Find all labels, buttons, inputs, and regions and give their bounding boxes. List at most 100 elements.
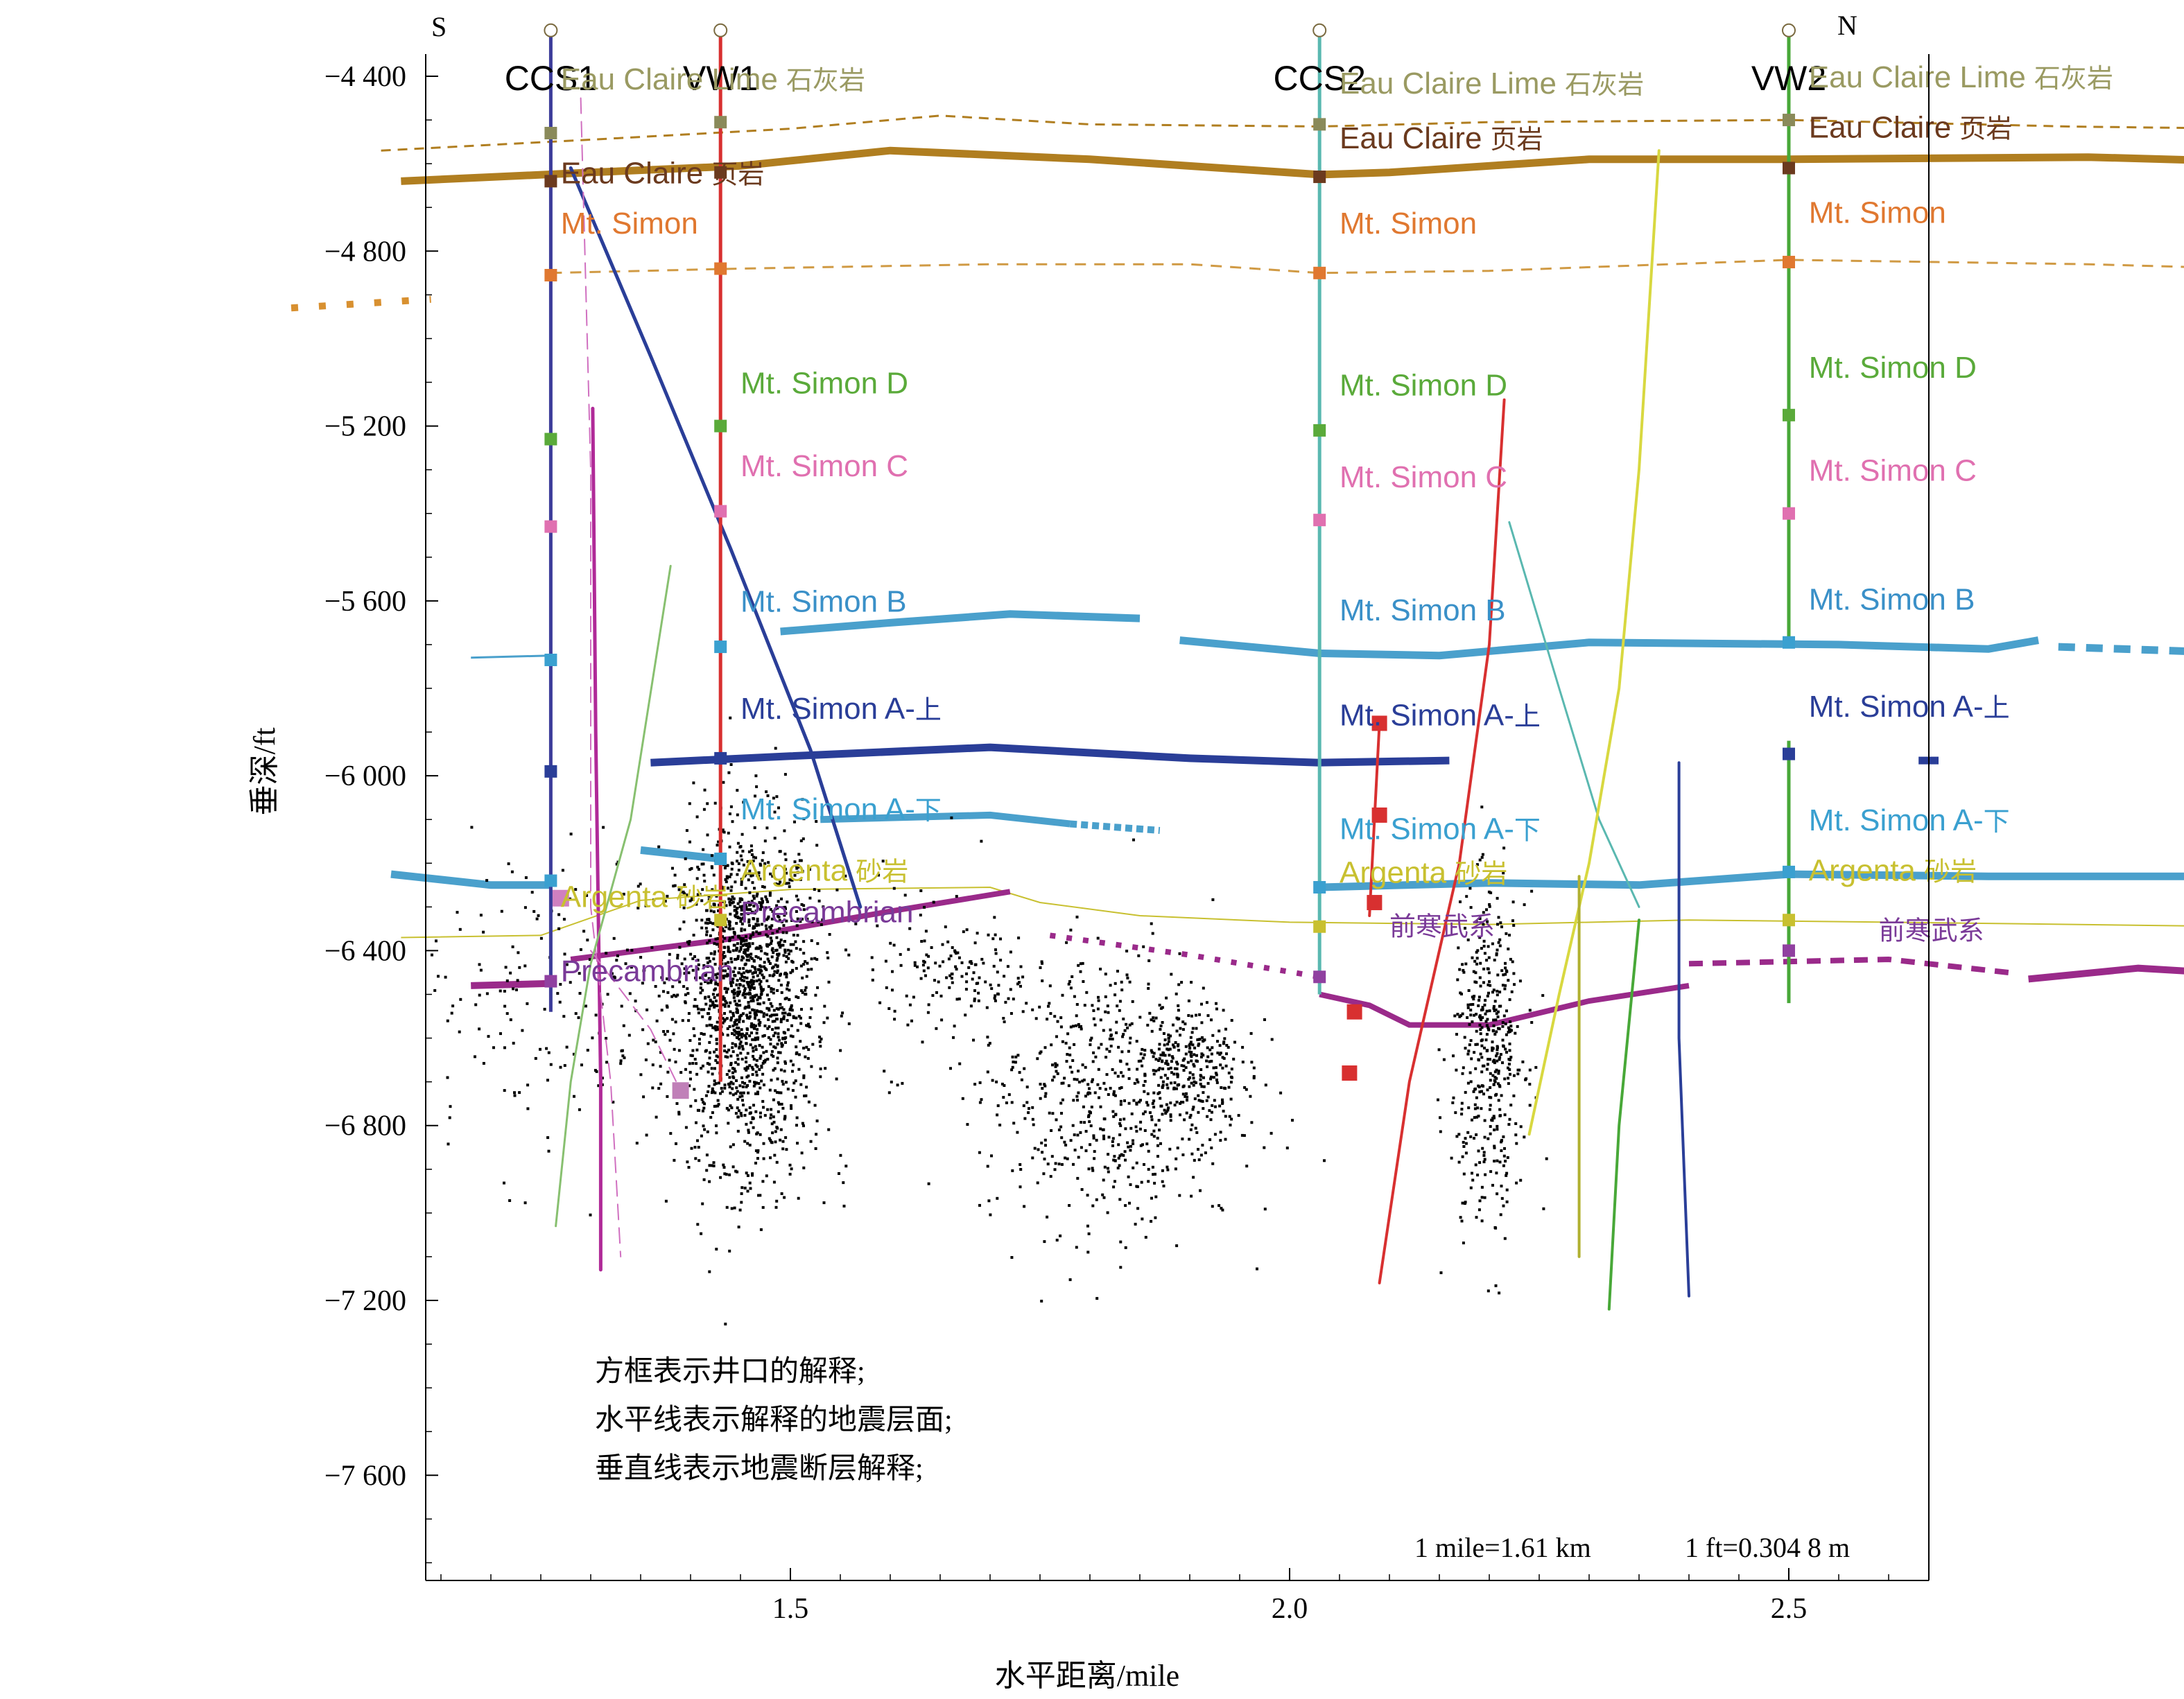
microseismic-event-point	[1118, 1198, 1122, 1201]
microseismic-event-point	[1170, 1060, 1173, 1063]
microseismic-event-point	[1139, 1120, 1143, 1124]
microseismic-event-point	[792, 934, 795, 936]
microseismic-event-point	[772, 796, 775, 800]
formation-label: Mt. Simon D	[1340, 368, 1507, 402]
microseismic-event-point	[1209, 1077, 1213, 1081]
microseismic-event-point	[986, 1036, 989, 1039]
y-tick-label: −6 000	[324, 760, 406, 792]
microseismic-event-point	[715, 894, 718, 898]
microseismic-event-point	[783, 1037, 786, 1040]
microseismic-event-point	[546, 1079, 549, 1082]
microseismic-event-point	[1203, 1038, 1206, 1042]
microseismic-event-point	[1205, 1059, 1208, 1063]
microseismic-event-point	[526, 1002, 529, 1005]
microseismic-event-point	[1487, 1289, 1490, 1293]
microseismic-event-point	[1439, 1271, 1443, 1275]
microseismic-event-point	[772, 991, 775, 995]
microseismic-event-point	[1090, 1080, 1093, 1083]
microseismic-event-point	[662, 990, 665, 993]
microseismic-event-point	[1206, 1014, 1210, 1018]
microseismic-event-point	[773, 837, 777, 840]
microseismic-event-point	[742, 1104, 745, 1107]
microseismic-event-point	[996, 1113, 999, 1117]
microseismic-event-point	[740, 1201, 743, 1204]
microseismic-event-point	[1464, 962, 1468, 966]
microseismic-event-point	[726, 973, 729, 976]
microseismic-event-point	[1500, 1139, 1503, 1142]
microseismic-event-point	[1481, 853, 1484, 856]
microseismic-event-point	[1211, 1034, 1215, 1037]
microseismic-event-point	[770, 939, 773, 943]
microseismic-event-point	[1079, 970, 1082, 973]
microseismic-event-point	[711, 993, 715, 996]
microseismic-event-point	[786, 948, 790, 952]
microseismic-event-point	[686, 941, 689, 943]
microseismic-event-point	[1466, 1016, 1469, 1019]
microseismic-event-point	[755, 1009, 759, 1013]
microseismic-event-point	[1507, 979, 1510, 982]
microseismic-event-point	[743, 963, 747, 966]
microseismic-event-point	[708, 1063, 711, 1066]
microseismic-event-point	[747, 1004, 750, 1007]
microseismic-event-point	[693, 997, 697, 1001]
microseismic-event-point	[1157, 1047, 1161, 1051]
microseismic-event-point	[1154, 1216, 1157, 1219]
microseismic-event-point	[797, 898, 799, 902]
microseismic-event-point	[770, 1140, 773, 1144]
microseismic-event-point	[782, 924, 786, 927]
microseismic-event-point	[1473, 1107, 1477, 1110]
microseismic-event-point	[781, 1140, 785, 1143]
microseismic-event-point	[740, 955, 744, 959]
microseismic-event-point	[447, 1142, 450, 1146]
microseismic-event-point	[1069, 928, 1073, 932]
microseismic-event-point	[1044, 1092, 1048, 1095]
microseismic-event-point	[717, 1103, 720, 1106]
microseismic-event-point	[1012, 997, 1015, 1001]
microseismic-event-point	[709, 1115, 713, 1119]
microseismic-event-point	[1122, 1153, 1125, 1157]
microseismic-event-point	[826, 1016, 829, 1020]
microseismic-event-point	[1188, 1138, 1191, 1141]
microseismic-event-point	[578, 992, 582, 995]
microseismic-event-point	[729, 1081, 733, 1084]
microseismic-event-point	[995, 1080, 998, 1083]
formation-pick-marker	[1783, 944, 1795, 957]
microseismic-event-point	[1127, 1049, 1130, 1053]
microseismic-event-point	[729, 1063, 733, 1066]
microseismic-event-point	[1165, 996, 1168, 1000]
microseismic-event-point	[689, 1104, 693, 1108]
microseismic-event-point	[1468, 887, 1472, 890]
microseismic-event-point	[671, 985, 675, 988]
microseismic-event-point	[1166, 1086, 1170, 1090]
microseismic-event-point	[612, 1100, 615, 1104]
microseismic-event-point	[1500, 1196, 1504, 1200]
microseismic-event-point	[910, 1019, 913, 1022]
microseismic-event-point	[1031, 1156, 1034, 1160]
microseismic-event-point	[1475, 1029, 1478, 1033]
microseismic-event-point	[561, 869, 564, 872]
microseismic-event-point	[808, 896, 812, 900]
microseismic-event-point	[800, 903, 804, 906]
microseismic-event-point	[1127, 1175, 1130, 1178]
microseismic-event-point	[893, 1018, 896, 1021]
microseismic-event-point	[715, 1054, 718, 1058]
microseismic-event-point	[1139, 1144, 1143, 1147]
microseismic-event-point	[664, 1033, 667, 1036]
microseismic-event-point	[770, 955, 774, 959]
microseismic-event-point	[986, 1165, 989, 1168]
microseismic-event-point	[652, 1038, 655, 1042]
microseismic-event-point	[759, 903, 763, 906]
microseismic-event-point	[778, 927, 781, 930]
microseismic-event-point	[736, 860, 738, 863]
microseismic-event-point	[1502, 973, 1505, 977]
formation-pick-marker	[544, 126, 557, 139]
microseismic-event-point	[1462, 968, 1465, 972]
microseismic-event-point	[578, 972, 581, 975]
microseismic-event-point	[721, 969, 724, 973]
microseismic-event-point	[779, 1068, 783, 1072]
wellhead-icon	[544, 23, 558, 37]
microseismic-event-point	[696, 893, 700, 896]
microseismic-event-point	[508, 1199, 512, 1202]
microseismic-event-point	[763, 1114, 767, 1117]
microseismic-event-point	[1174, 1167, 1177, 1171]
